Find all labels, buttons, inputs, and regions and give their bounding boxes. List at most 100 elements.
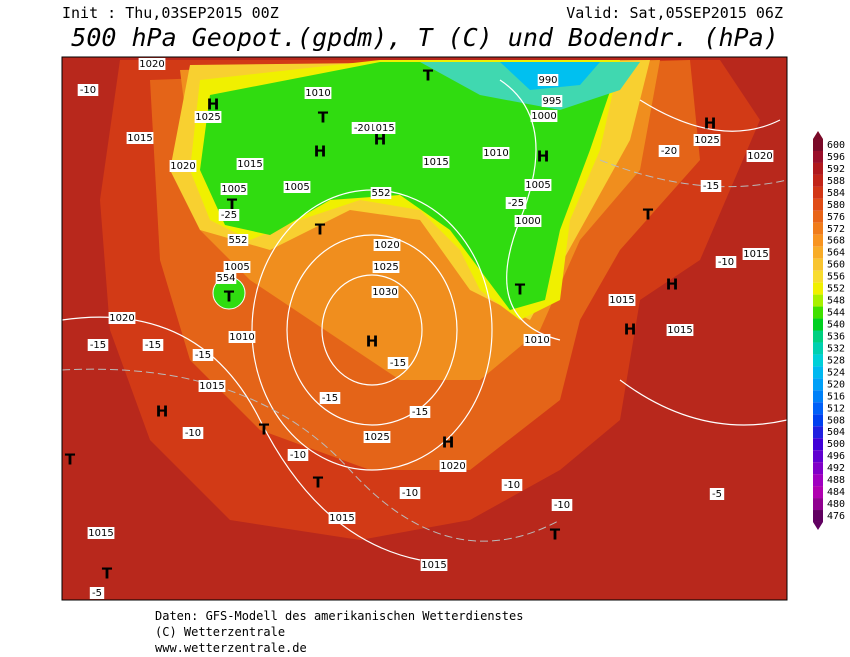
label-bg — [524, 179, 552, 191]
pressure-center: H — [704, 115, 717, 133]
colorbar-cell — [813, 162, 823, 175]
pressure-center: T — [515, 281, 526, 299]
contour-label: 1015 — [199, 381, 224, 392]
label-bg — [215, 272, 237, 284]
colorbar-label: 488 — [827, 475, 845, 486]
contour-label: -25 — [221, 210, 237, 221]
label-bg — [220, 183, 248, 195]
label-bg — [700, 180, 722, 192]
colorbar-label: 520 — [827, 379, 845, 390]
contour-label: 1020 — [440, 461, 465, 472]
contour-label: 1020 — [747, 151, 772, 162]
colorbar-cell — [813, 210, 823, 223]
colorbar-label: 568 — [827, 236, 845, 247]
colorbar-cell — [813, 246, 823, 259]
colorbar-cell — [813, 474, 823, 487]
contour-label: 1015 — [369, 123, 394, 134]
contour-label: 1005 — [525, 180, 550, 191]
colorbar-label: 480 — [827, 499, 845, 510]
label-bg — [482, 147, 510, 159]
pressure-center: H — [442, 434, 455, 452]
colorbar-cell — [813, 342, 823, 355]
pressure-center: T — [102, 565, 113, 583]
label-bg — [746, 150, 774, 162]
colorbar-label: 484 — [827, 487, 845, 498]
colorbar-label: 548 — [827, 296, 845, 307]
pressure-center: H — [374, 131, 387, 149]
label-bg — [537, 74, 559, 86]
contour-label: 1005 — [284, 182, 309, 193]
label-bg — [422, 156, 450, 168]
colorbar-label: 580 — [827, 200, 845, 211]
contour-label: -15 — [390, 358, 406, 369]
colorbar-label: 476 — [827, 511, 845, 522]
colorbar-label: 552 — [827, 284, 845, 295]
label-bg — [227, 234, 249, 246]
contour-label: 1010 — [229, 332, 254, 343]
pressure-center: H — [314, 143, 327, 161]
contour-label: -10 — [718, 257, 734, 268]
pressure-center: T — [550, 526, 561, 544]
colorbar-cell — [813, 402, 823, 415]
contour-label: 1015 — [421, 560, 446, 571]
contour-label: -10 — [185, 428, 201, 439]
contour-label: -10 — [504, 480, 520, 491]
contour-label: 1015 — [237, 159, 262, 170]
colorbar-cell — [813, 390, 823, 403]
colorbar-label: 504 — [827, 427, 845, 438]
label-bg — [551, 499, 573, 511]
footer-url: www.wetterzentrale.de — [155, 641, 307, 655]
colorbar-label: 596 — [827, 152, 845, 163]
pressure-center: T — [643, 206, 654, 224]
pressure-center: H — [207, 96, 220, 114]
colorbar-label: 500 — [827, 439, 845, 450]
label-bg — [169, 160, 197, 172]
colorbar-arrow-top — [813, 131, 823, 139]
contour-label: -10 — [80, 85, 96, 96]
colorbar-label: 508 — [827, 415, 845, 426]
label-bg — [387, 357, 409, 369]
label-bg — [228, 331, 256, 343]
contour-label: 1000 — [531, 111, 556, 122]
contour-label: 552 — [371, 188, 390, 199]
colorbar-label: 588 — [827, 176, 845, 187]
map-frame — [61, 56, 788, 601]
colorbar-cell — [813, 270, 823, 283]
label-bg — [283, 181, 311, 193]
colorbar-cell — [813, 318, 823, 331]
pressure-center: T — [227, 196, 238, 214]
label-bg — [351, 122, 373, 134]
contour-label: 1005 — [224, 262, 249, 273]
contour-label: 1015 — [667, 325, 692, 336]
label-bg — [439, 460, 467, 472]
colorbar-label: 536 — [827, 331, 845, 342]
contour-label: 552 — [228, 235, 247, 246]
contour-label: 1000 — [515, 216, 540, 227]
contour-label: -5 — [712, 489, 722, 500]
label-bg — [328, 512, 356, 524]
contour-label: -15 — [195, 350, 211, 361]
valid-time: Valid: Sat,05SEP2015 06Z — [566, 4, 783, 22]
label-bg — [505, 197, 527, 209]
label-bg — [87, 339, 109, 351]
contour-label: 1030 — [372, 287, 397, 298]
label-bg — [223, 261, 251, 273]
contour-label: -20 — [661, 146, 677, 157]
map-title: 500 hPa Geopot.(gpdm), T (C) und Bodendr… — [71, 23, 778, 52]
colorbar-cell — [813, 234, 823, 247]
label-bg — [368, 122, 396, 134]
label-bg — [666, 324, 694, 336]
colorbar-cell — [813, 330, 823, 343]
contour-label: -15 — [90, 340, 106, 351]
contour-label: -15 — [145, 340, 161, 351]
colorbar-cell — [813, 414, 823, 427]
colorbar-arrow-bottom — [813, 522, 823, 530]
colorbar-label: 584 — [827, 188, 845, 199]
colorbar-cell — [813, 426, 823, 439]
colorbar-label: 516 — [827, 391, 845, 402]
contour-label: -25 — [508, 198, 524, 209]
colorbar-cell — [813, 438, 823, 451]
contour-label: 1020 — [374, 240, 399, 251]
colorbar-cell — [813, 510, 823, 522]
label-bg — [108, 312, 136, 324]
